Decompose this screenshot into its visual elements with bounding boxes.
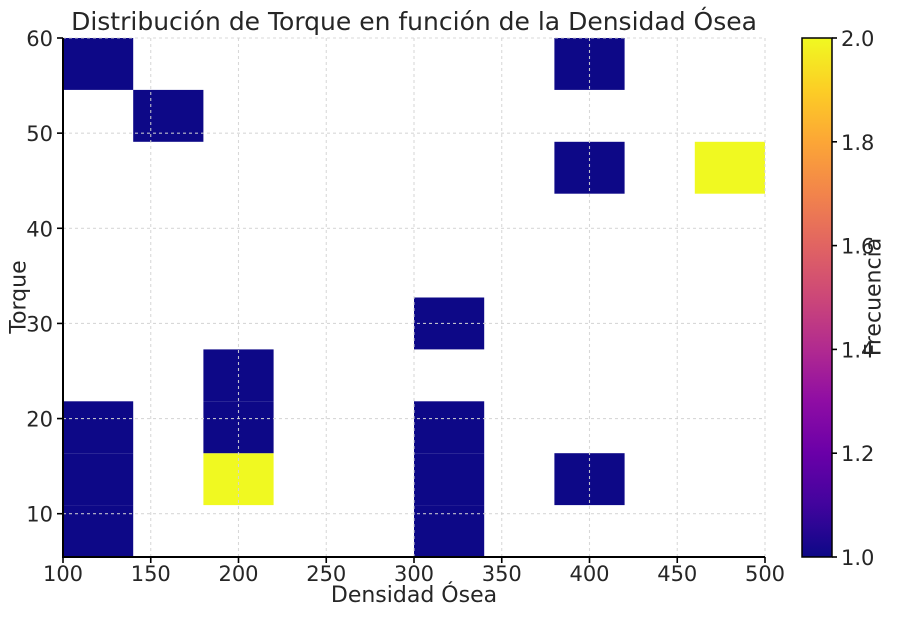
heatmap-cell [414, 453, 485, 506]
heatmap-cell [414, 505, 485, 557]
colorbar-gradient [801, 37, 833, 558]
heatmap-cell [414, 401, 485, 454]
y-axis-label: Torque [6, 260, 32, 334]
y-tick-label: 50 [26, 122, 53, 146]
colorbar-tick-label: 1.4 [841, 338, 874, 362]
colorbar-tick-label: 1.0 [841, 546, 874, 570]
heatmap-cell [63, 453, 134, 506]
y-tick-label: 20 [26, 408, 53, 432]
colorbar-tick-label: 2.0 [841, 27, 874, 51]
x-tick-label: 350 [482, 562, 522, 586]
x-axis-label: Densidad Ósea [330, 583, 498, 608]
colorbar-tick-label: 1.6 [841, 235, 874, 259]
heatmap-cell [554, 141, 625, 194]
x-tick-label: 450 [657, 562, 697, 586]
x-tick-label: 250 [306, 562, 346, 586]
x-tick-label: 100 [43, 562, 83, 586]
x-tick-label: 500 [745, 562, 785, 586]
colorbar-label: Frecuencia [861, 237, 887, 357]
colorbar-tick-label: 1.2 [841, 442, 874, 466]
x-tick-label: 200 [218, 562, 258, 586]
y-tick-label: 10 [26, 503, 53, 527]
y-tick-label: 30 [26, 312, 53, 336]
heatmap-cell [63, 38, 134, 90]
y-tick-label: 60 [26, 27, 53, 51]
chart-title: Distribución de Torque en función de la … [71, 7, 757, 36]
heatmap-cell [63, 401, 134, 454]
x-tick-label: 150 [131, 562, 171, 586]
y-tick-label: 40 [26, 217, 53, 241]
heatmap-cell [133, 89, 204, 142]
heatmap-cell [203, 401, 274, 454]
heatmap-cell [694, 141, 765, 194]
colorbar-tick-label: 1.8 [841, 131, 874, 155]
x-tick-label: 300 [394, 562, 434, 586]
x-tick-label: 400 [569, 562, 609, 586]
heatmap-cell [63, 505, 134, 557]
